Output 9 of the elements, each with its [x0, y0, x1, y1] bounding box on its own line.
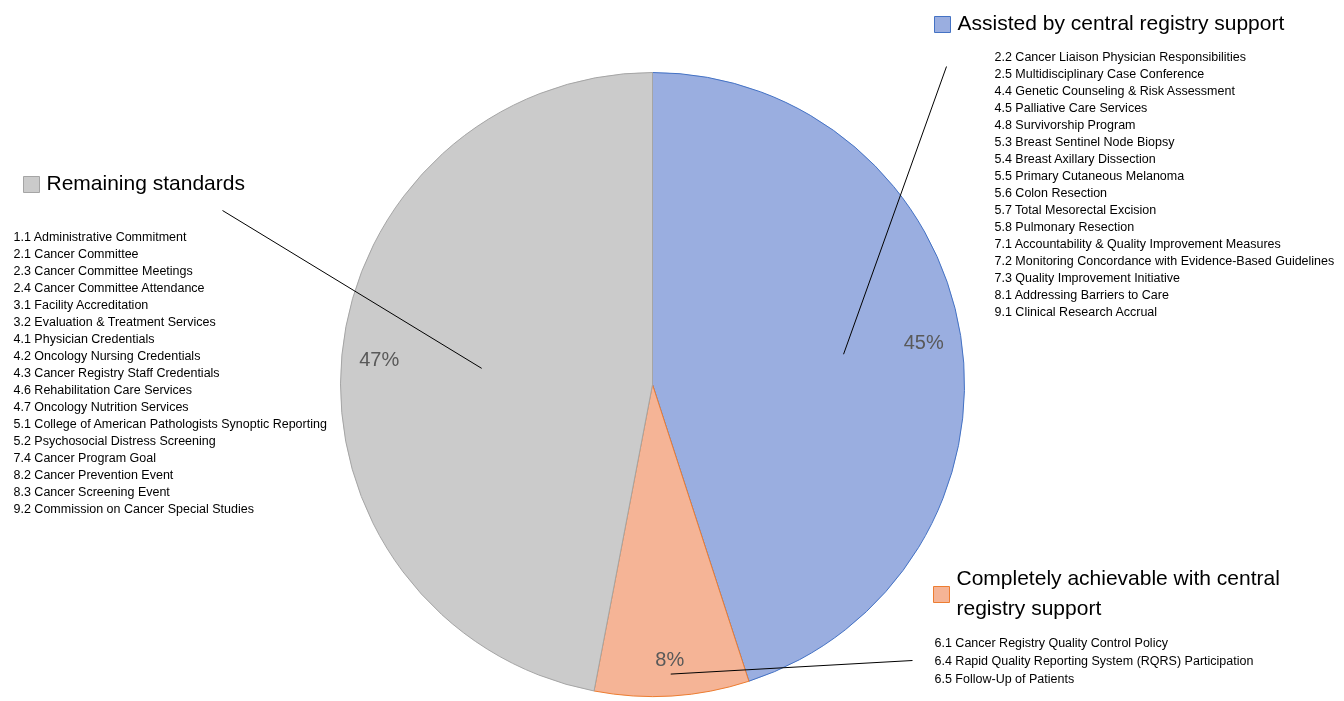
data-label: 47% [359, 347, 400, 370]
text: 2.2 Cancer Liaison Physician Responsibilities 2.5 Multidisciplinary Case Conference 4.4 Genetic Counseling & Risk Assessment 4.5 Palliative Care Services 4.8 Survivorship Program 5.3 Breast Sentinel Node Biopsy 5.4 Breast Axillary Dissection 5.5 Primary Cutaneous Melanoma 5.6 Colon Resection 5.7 Total Mesorectal Excision 5.8 Pulmonary Resection 7.1 Accountability & Quality Improvement Measures 7.2 Monitoring Concordance with Evidence-Based Guidelines 7.3 Quality Improvement Initiative 8.1 Addressing Barriers to Care 9.1 Clinical Research Accrual [994, 49, 1335, 319]
legend-label: Remaining standards [46, 171, 245, 194]
data-label: 45% [903, 330, 944, 353]
data-label: 8% [655, 647, 685, 670]
text: 6.1 Cancer Registry Quality Control Policy 6.4 Rapid Quality Reporting System (RQRS) Participation 6.5 Follow-Up of Patients [934, 635, 1254, 686]
legend-label: Completely achievable with central registry support [956, 566, 1280, 619]
legend-label: Assisted by central registry support [957, 11, 1285, 34]
text: 1.1 Administrative Commitment 2.1 Cancer Committee 2.3 Cancer Committee Meetings 2.4 Cancer Committee Attendance 3.1 Facility Accreditation 3.2 Evaluation & Treatment Services 4.1 Physician Credentials 4.2 Oncology Nursing Credentials 4.3 Cancer Registry Staff Credentials 4.6 Rehabilitation Care Services 4.7 Oncology Nutrition Services 5.1 College of American Pathologists Synoptic Reporting 5.2 Psychosocial Distress Screening 7.4 Cancer Program Goal 8.2 Cancer Prevention Event 8.3 Cancer Screening Event 9.2 Commission on Cancer Special Studies [13, 229, 327, 516]
